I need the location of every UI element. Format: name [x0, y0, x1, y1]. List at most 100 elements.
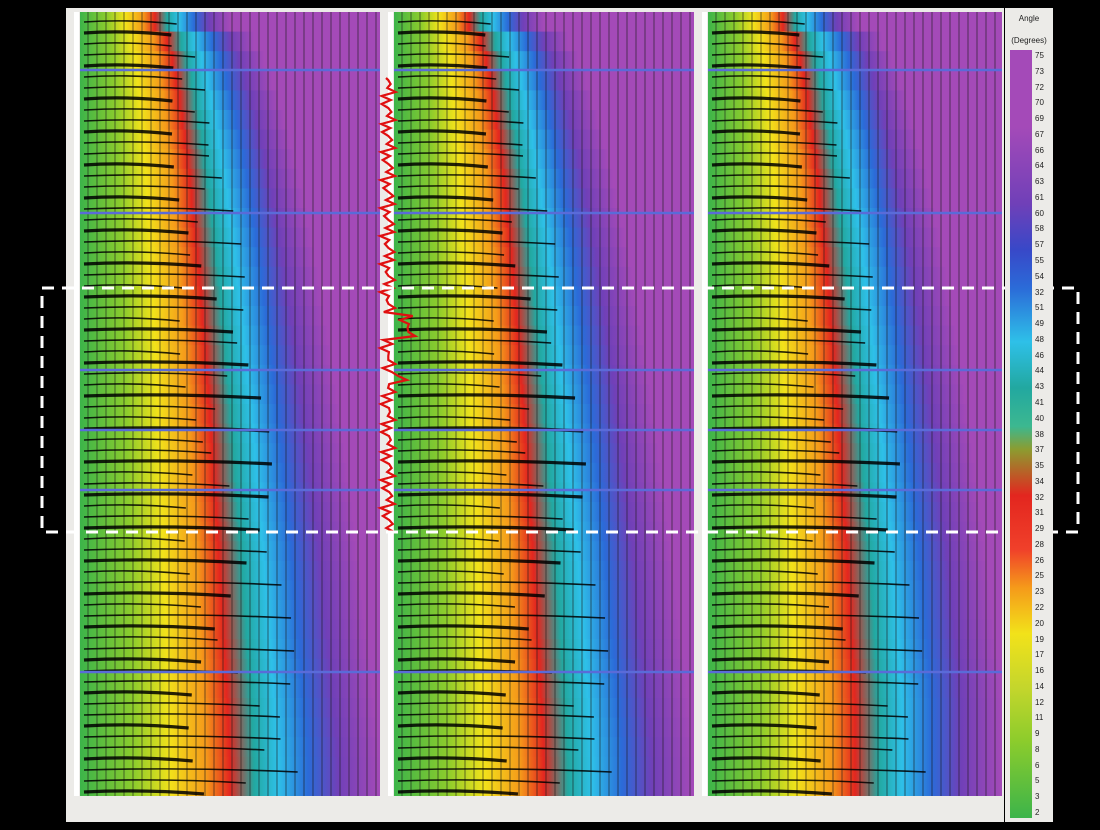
reflection-event — [397, 471, 507, 476]
angle-band — [394, 188, 618, 209]
angle-band — [80, 90, 280, 111]
reflection-event — [397, 779, 560, 784]
reflection-event — [397, 482, 544, 487]
reflection-event — [397, 218, 512, 223]
reflection-event — [83, 680, 291, 685]
reflection-event — [711, 525, 888, 532]
reflection-event — [83, 779, 246, 784]
reflection-event — [397, 294, 531, 301]
reflection-event — [397, 372, 542, 377]
reflection-event — [397, 20, 491, 25]
reflection-event — [397, 383, 500, 388]
reflection-event — [711, 657, 830, 664]
reflection-event — [711, 195, 808, 202]
legend-tick-label: 22 — [1035, 602, 1044, 612]
reflection-event — [83, 20, 177, 25]
legend-tick-label: 28 — [1035, 539, 1044, 549]
legend-tick-label: 73 — [1035, 66, 1044, 76]
reflection-event — [83, 746, 265, 751]
reflection-event — [711, 162, 803, 169]
reflection-event — [711, 459, 900, 466]
reflection-event — [397, 162, 489, 169]
reflection-event — [397, 525, 574, 532]
reflection-event — [711, 492, 897, 499]
reflection-event — [397, 405, 530, 410]
angle-band — [394, 580, 676, 601]
reflection-event — [397, 86, 520, 91]
reflection-event — [397, 108, 509, 113]
angle-band — [80, 482, 351, 503]
reflection-event — [83, 218, 198, 223]
reflection-event — [711, 603, 830, 608]
legend-tick-label: 14 — [1035, 681, 1044, 691]
legend-tick-label: 20 — [1035, 618, 1044, 628]
reflection-event — [711, 591, 859, 598]
reflection-event — [397, 537, 499, 542]
reflection-event — [83, 228, 189, 235]
legend-tick-label: 70 — [1035, 98, 1044, 108]
reflection-event — [83, 129, 173, 136]
reflection-event — [83, 614, 292, 619]
reflection-event — [711, 723, 817, 730]
reflection-event — [83, 471, 193, 476]
reflection-event — [711, 273, 873, 278]
reflection-event — [397, 756, 507, 763]
reflection-event — [397, 558, 561, 565]
legend-tick-label: 11 — [1035, 713, 1044, 723]
reflection-event — [83, 42, 172, 47]
reflection-event — [83, 591, 231, 598]
angle-band — [708, 502, 981, 523]
legend-tick-label: 2 — [1035, 808, 1040, 817]
reflection-event — [83, 603, 202, 608]
reflection-event — [711, 152, 838, 157]
reflection-event — [83, 383, 186, 388]
reflection-event — [83, 570, 190, 575]
legend-tick-label: 60 — [1035, 208, 1044, 218]
angle-band — [80, 502, 353, 523]
reflection-event — [83, 515, 249, 520]
angle-band — [80, 580, 362, 601]
legend-tick-label: 57 — [1035, 240, 1044, 250]
reflection-event — [711, 713, 908, 718]
reflection-event — [711, 756, 821, 763]
legend-tick-label: 8 — [1035, 744, 1040, 754]
angle-band — [394, 502, 667, 523]
reflection-event — [711, 218, 826, 223]
legend-tick-label: 25 — [1035, 571, 1044, 581]
reflection-event — [397, 339, 552, 344]
reflection-event — [397, 548, 581, 553]
reflection-event — [711, 746, 893, 751]
reflection-event — [83, 86, 206, 91]
legend-tick-label: 75 — [1035, 51, 1044, 60]
reflection-event — [711, 690, 820, 697]
reflection-event — [711, 360, 877, 367]
reflection-event — [711, 570, 818, 575]
reflection-event — [711, 129, 801, 136]
reflection-event — [83, 713, 280, 718]
angle-band — [394, 129, 605, 150]
angle-band — [394, 541, 672, 562]
reflection-event — [397, 327, 548, 334]
angle-band — [80, 560, 360, 581]
reflection-event — [397, 393, 576, 400]
reflection-event — [83, 63, 174, 70]
reflection-event — [83, 53, 196, 58]
legend-tick-label: 31 — [1035, 508, 1044, 518]
reflection-event — [397, 53, 510, 58]
reflection-event — [711, 261, 830, 268]
angle-band — [394, 168, 614, 189]
reflection-event — [711, 537, 813, 542]
reflection-event — [711, 405, 844, 410]
reflection-event — [711, 108, 823, 113]
reflection-event — [83, 119, 210, 124]
reflection-event — [397, 306, 558, 311]
reflection-event — [397, 657, 516, 664]
reflection-event — [83, 636, 218, 641]
reflection-event — [83, 306, 244, 311]
reflection-event — [83, 702, 260, 707]
angle-band — [708, 306, 953, 327]
angle-band — [708, 110, 913, 131]
reflection-event — [83, 482, 230, 487]
